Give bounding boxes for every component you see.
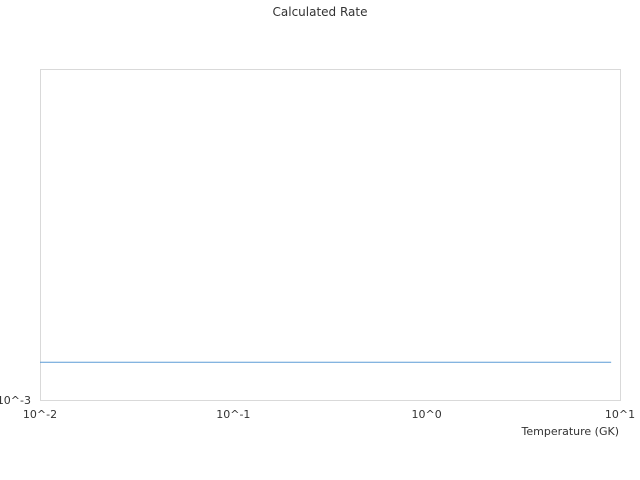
x-tick-label: 10^1 xyxy=(605,408,635,421)
x-tick-label: 10^-2 xyxy=(23,408,57,421)
chart-title: Calculated Rate xyxy=(272,5,368,19)
y-tick-label: 10^-3 xyxy=(0,394,31,407)
x-axis-label: Temperature (GK) xyxy=(521,425,620,438)
x-tick-label: 10^-1 xyxy=(216,408,250,421)
x-tick-label: 10^0 xyxy=(412,408,442,421)
plot-area xyxy=(40,69,621,401)
